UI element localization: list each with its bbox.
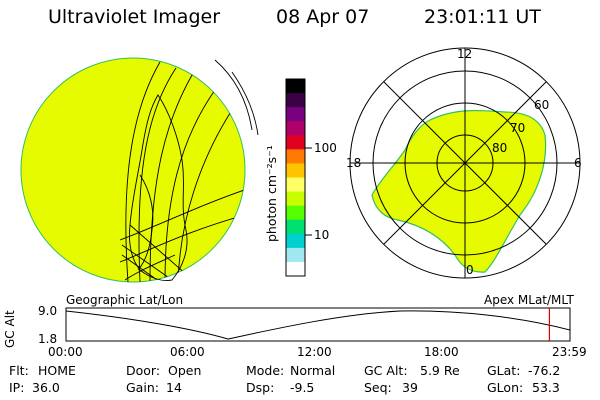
mlat-label-60: 60: [534, 98, 550, 112]
colorbar-stripe: [286, 219, 305, 235]
colorbar-stripe: [286, 205, 305, 221]
colorbar-tick-100: 100: [314, 141, 337, 155]
status-label-mode: Mode:: [246, 363, 285, 378]
magnetic-caption: Apex MLat/MLT: [484, 293, 574, 307]
colorbar-stripe: [286, 93, 305, 108]
altitude-plot: [65, 307, 571, 342]
status-label-gcalt: GC Alt:: [364, 363, 408, 378]
mlt-label-18: 18: [346, 156, 362, 170]
colorbar-stripe: [286, 163, 305, 179]
status-value-door: Open: [168, 363, 202, 378]
mlat-label-70: 70: [510, 121, 526, 135]
colorbar: [285, 78, 312, 277]
status-label-flt: Flt:: [9, 363, 29, 378]
altitude-xtick-1200: 12:00: [297, 345, 332, 359]
magnetic-polar-plot: [349, 47, 581, 279]
geographic-grid: [119, 61, 245, 282]
altitude-curve: [66, 310, 570, 340]
status-label-gain: Gain:: [126, 380, 159, 395]
geographic-caption: Geographic Lat/Lon: [66, 293, 184, 307]
status-value-gain: 14: [166, 380, 182, 395]
altitude-plot-frame: [65, 307, 571, 342]
mlt-label-6: 6: [574, 156, 582, 170]
auroral-oval: [371, 109, 547, 273]
altitude-ytick-low: 1.8: [38, 332, 58, 346]
altitude-xtick-2359: 23:59: [552, 345, 587, 359]
status-label-glat: GLat:: [487, 363, 521, 378]
colorbar-stripe: [286, 149, 305, 165]
colorbar-frame: [285, 78, 306, 277]
altitude-xtick-0600: 06:00: [170, 345, 205, 359]
colorbar-stripe: [286, 233, 305, 249]
status-label-ip: IP:: [9, 380, 25, 395]
status-label-dsp: Dsp:: [246, 380, 275, 395]
colorbar-stripe: [286, 135, 305, 150]
altitude-ylabel: GC Alt: [3, 310, 17, 348]
colorbar-unit-label: photon cm⁻²s⁻¹: [264, 145, 279, 242]
geographic-image: [20, 57, 259, 283]
colorbar-stripe: [286, 191, 305, 207]
colorbar-stripe: [286, 261, 305, 277]
time-label: 23:01:11 UT: [424, 6, 541, 28]
altitude-xtick-0000: 00:00: [48, 345, 83, 359]
geographic-coastline: [129, 94, 188, 281]
colorbar-stripe: [286, 107, 305, 122]
colorbar-stripe: [286, 121, 305, 136]
status-value-flt: HOME: [38, 363, 76, 378]
instrument-title: Ultraviolet Imager: [48, 6, 221, 28]
status-value-mode: Normal: [290, 363, 336, 378]
status-value-glat: -76.2: [528, 363, 561, 378]
status-value-dsp: -9.5: [290, 380, 315, 395]
geographic-image-disk: [20, 57, 246, 283]
colorbar-stripe: [286, 79, 305, 94]
altitude-ytick-high: 9.0: [38, 304, 58, 318]
mlt-label-12: 12: [457, 47, 473, 61]
colorbar-stripe: [286, 247, 305, 263]
status-value-ip: 36.0: [32, 380, 60, 395]
status-value-seq: 39: [402, 380, 418, 395]
status-label-seq: Seq:: [364, 380, 392, 395]
status-label-door: Door:: [126, 363, 161, 378]
colorbar-tick-10: 10: [314, 228, 330, 242]
status-value-glon: 53.3: [532, 380, 560, 395]
colorbar-stripes: [286, 79, 305, 277]
mlt-label-0: 0: [466, 263, 474, 277]
mlat-label-80: 80: [492, 141, 508, 155]
status-label-glon: GLon:: [487, 380, 524, 395]
colorbar-stripe: [286, 177, 305, 193]
status-value-gcalt: 5.9 Re: [420, 363, 460, 378]
altitude-xtick-1800: 18:00: [424, 345, 459, 359]
date-label: 08 Apr 07: [276, 6, 370, 28]
